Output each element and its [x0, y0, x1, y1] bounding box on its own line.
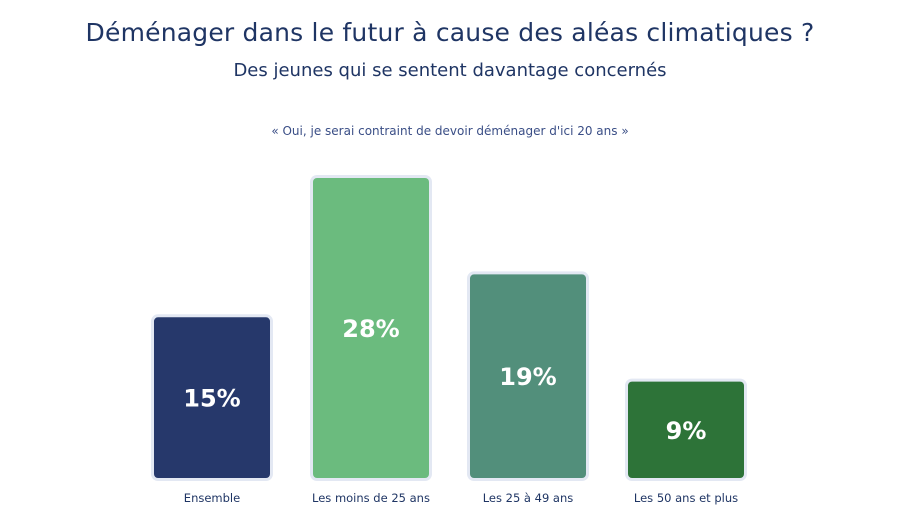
bar-1	[313, 178, 429, 478]
bar-value-label: 9%	[666, 417, 707, 445]
chart-title: Déménager dans le futur à cause des aléa…	[85, 18, 815, 47]
bar-value-label: 19%	[499, 363, 556, 391]
category-label: Les moins de 25 ans	[312, 491, 430, 505]
survey-question: « Oui, je serai contraint de devoir démé…	[271, 124, 629, 138]
bar-3	[628, 381, 744, 478]
bar-value-label: 28%	[342, 315, 399, 343]
chart-subtitle: Des jeunes qui se sentent davantage conc…	[233, 60, 667, 81]
bar-group-2: 19% Les 25 à 49 ans	[467, 271, 589, 505]
bar-group-1: 28% Les moins de 25 ans	[310, 175, 432, 505]
bar-group-3: 9% Les 50 ans et plus	[625, 378, 747, 505]
bar-value-label: 15%	[183, 385, 240, 413]
bar-2	[470, 274, 586, 478]
category-label: Les 25 à 49 ans	[483, 491, 574, 505]
bar-group-0: 15% Ensemble	[151, 314, 273, 505]
bar-0	[154, 317, 270, 478]
category-label: Les 50 ans et plus	[634, 491, 738, 505]
category-label: Ensemble	[184, 491, 240, 505]
